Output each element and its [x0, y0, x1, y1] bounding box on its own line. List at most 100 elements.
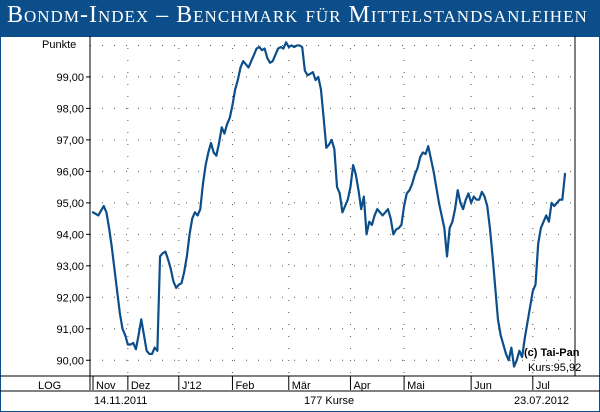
data-point [245, 63, 247, 66]
data-point [261, 49, 263, 51]
data-point [371, 224, 373, 226]
data-point [124, 334, 126, 336]
y-tick-label: 98,00 [56, 103, 84, 115]
data-point [218, 142, 220, 144]
data-point [143, 334, 145, 336]
data-point [242, 60, 244, 62]
data-point [183, 271, 185, 273]
data-point [121, 327, 124, 330]
x-axis: Nov Dez J'12 Feb Mär Apr Mai Jun Jul [92, 376, 550, 392]
data-point [188, 233, 191, 236]
data-point [282, 47, 285, 50]
x-tick-label: Feb [235, 380, 254, 392]
data-point [202, 183, 204, 185]
data-point [363, 195, 365, 198]
data-point [113, 268, 116, 270]
data-point [306, 74, 309, 77]
end-date: 23.07.2012 [514, 395, 569, 407]
data-point [287, 46, 290, 48]
data-point [250, 60, 253, 62]
y-tick-label: 93,00 [56, 261, 84, 273]
data-point [199, 208, 202, 210]
data-point [435, 186, 438, 188]
data-point [172, 280, 175, 283]
data-point [237, 79, 239, 81]
data-point [285, 41, 287, 44]
y-axis-label: Punkte [42, 39, 76, 51]
data-point [392, 233, 395, 236]
data-point [161, 252, 164, 255]
data-point [564, 173, 566, 175]
x-tick-label: Mai [407, 380, 425, 392]
data-point [116, 290, 118, 292]
data-point [226, 123, 228, 125]
data-point [475, 198, 478, 201]
data-point [269, 61, 271, 64]
data-point [459, 202, 462, 204]
data-point [330, 139, 333, 141]
data-point [532, 290, 534, 292]
data-point [502, 343, 505, 346]
x-tick-label: J'12 [182, 380, 202, 392]
data-point [494, 287, 497, 289]
data-point [266, 57, 269, 59]
data-point [537, 242, 539, 245]
data-point [446, 255, 448, 258]
data-point [381, 214, 384, 217]
data-point [507, 359, 510, 362]
data-point [349, 186, 352, 188]
data-point [328, 143, 330, 146]
data-point [462, 208, 464, 210]
data-point [148, 353, 151, 355]
data-point [523, 337, 526, 340]
data-point [290, 44, 293, 47]
line-chart: 90,00 91,00 92,00 93,00 94,00 95,00 96,00 97,00… [0, 36, 600, 412]
data-point [497, 318, 499, 321]
data-point [443, 227, 446, 229]
data-point [489, 227, 491, 229]
data-point [338, 192, 341, 195]
data-point [451, 220, 454, 223]
data-point [510, 346, 513, 349]
data-point [397, 227, 400, 229]
data-point [312, 71, 314, 73]
data-point [400, 224, 403, 226]
data-point [301, 46, 303, 48]
data-point [191, 217, 194, 220]
data-point [438, 202, 440, 204]
data-point [320, 88, 322, 91]
data-point [97, 214, 100, 217]
data-point [175, 287, 177, 289]
y-tick-label: 96,00 [56, 166, 84, 178]
data-points [92, 41, 566, 368]
x-tick-label: Dez [131, 380, 151, 392]
data-point [135, 348, 137, 351]
data-point [167, 258, 169, 261]
data-point [92, 211, 94, 214]
data-point [440, 214, 443, 217]
data-point [164, 250, 167, 253]
data-point [279, 46, 282, 48]
data-point [403, 205, 405, 207]
data-point [430, 157, 432, 160]
start-date: 14.11.2011 [94, 395, 147, 407]
x-tick-label: Jun [474, 380, 492, 392]
data-point [558, 198, 561, 201]
data-point [274, 54, 277, 56]
x-tick-label: Jul [536, 380, 550, 392]
data-point [470, 202, 472, 204]
data-point [145, 350, 148, 352]
y-tick-label: 90,00 [56, 355, 84, 367]
data-point [119, 312, 121, 314]
sample-count: 177 Kurse [304, 395, 354, 407]
data-point [550, 202, 553, 204]
data-point [365, 233, 368, 236]
data-point [228, 117, 231, 119]
data-point [414, 173, 416, 176]
data-point [376, 208, 379, 210]
data-point [360, 208, 362, 210]
data-point [534, 283, 537, 286]
data-point [108, 227, 110, 229]
data-point [542, 220, 545, 223]
